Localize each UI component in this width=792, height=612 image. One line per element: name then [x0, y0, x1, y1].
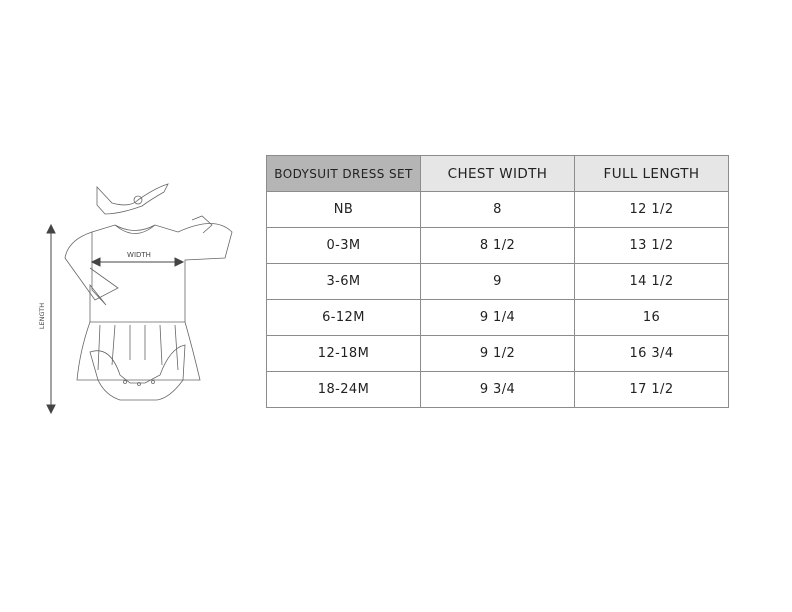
width-label: WIDTH [127, 251, 151, 259]
size-cell: NB [266, 191, 421, 228]
size-cell: 0-3M [266, 227, 421, 264]
length-label: LENGTH [38, 303, 46, 329]
bodysuit-dress-illustration: WIDTH LENGTH [38, 183, 233, 415]
chest-width-cell: 8 1/2 [420, 227, 575, 264]
table-header-row: BODYSUIT DRESS SET CHEST WIDTH FULL LENG… [266, 155, 729, 192]
chest-width-cell: 9 [420, 263, 575, 300]
header-full-length: FULL LENGTH [574, 155, 729, 192]
header-size: BODYSUIT DRESS SET [266, 155, 421, 192]
header-chest-width: CHEST WIDTH [420, 155, 575, 192]
size-cell: 18-24M [266, 371, 421, 408]
size-cell: 12-18M [266, 335, 421, 372]
full-length-cell: 16 [574, 299, 729, 336]
full-length-cell: 14 1/2 [574, 263, 729, 300]
width-arrow-icon [90, 257, 185, 267]
full-length-cell: 17 1/2 [574, 371, 729, 408]
table-row: 0-3M 8 1/2 13 1/2 [266, 227, 729, 264]
table-row: NB 8 12 1/2 [266, 191, 729, 228]
full-length-cell: 13 1/2 [574, 227, 729, 264]
chest-width-cell: 9 1/2 [420, 335, 575, 372]
size-cell: 3-6M [266, 263, 421, 300]
size-cell: 6-12M [266, 299, 421, 336]
table-row: 18-24M 9 3/4 17 1/2 [266, 371, 729, 408]
full-length-cell: 16 3/4 [574, 335, 729, 372]
chest-width-cell: 8 [420, 191, 575, 228]
chest-width-cell: 9 3/4 [420, 371, 575, 408]
table-row: 3-6M 9 14 1/2 [266, 263, 729, 300]
size-chart-table: BODYSUIT DRESS SET CHEST WIDTH FULL LENG… [266, 155, 729, 408]
table-row: 6-12M 9 1/4 16 [266, 299, 729, 336]
chest-width-cell: 9 1/4 [420, 299, 575, 336]
table-row: 12-18M 9 1/2 16 3/4 [266, 335, 729, 372]
length-arrow-icon [46, 223, 56, 415]
full-length-cell: 12 1/2 [574, 191, 729, 228]
